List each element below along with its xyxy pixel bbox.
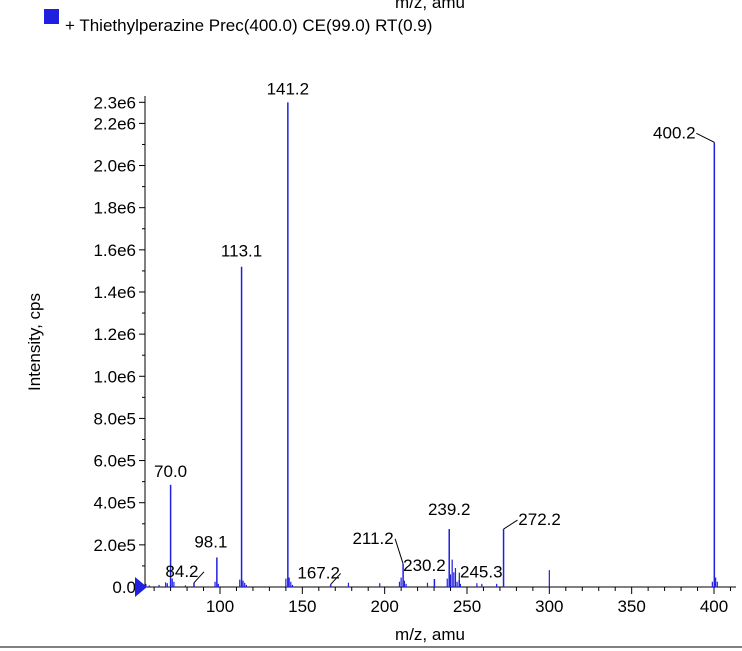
y-tick-label: 1.4e6 — [93, 283, 136, 302]
y-tick-label: 4.0e5 — [93, 494, 136, 513]
x-axis-title: m/z, amu — [395, 625, 465, 644]
x-tick-label: 300 — [535, 597, 563, 616]
peak-label: 98.1 — [194, 532, 227, 551]
peak-bars — [169, 102, 716, 587]
x-tick-label: 200 — [370, 597, 398, 616]
x-ticks: 100 150 200 250 300 350 400 — [153, 587, 731, 616]
peak-label: 167.2 — [297, 563, 340, 582]
peak-label: 272.2 — [518, 510, 561, 529]
peak-leader-line — [193, 571, 205, 584]
y-tick-label: 1.2e6 — [93, 325, 136, 344]
peak-label: 211.2 — [352, 529, 393, 548]
legend-label: + Thiethylperazine Prec(400.0) CE(99.0) … — [65, 16, 432, 35]
y-tick-label: 1.8e6 — [93, 199, 136, 218]
minor-peaks — [145, 559, 718, 587]
y-tick-label: 2.0e5 — [93, 536, 136, 555]
peak-label: 84.2 — [165, 562, 198, 581]
legend-swatch — [44, 9, 59, 24]
x-tick-label: 350 — [617, 597, 645, 616]
origin-marker-icon — [135, 577, 147, 597]
x-tick-label: 250 — [453, 597, 481, 616]
x-tick-label: 100 — [206, 597, 234, 616]
peak-label: 113.1 — [221, 242, 262, 261]
x-tick-label: 400 — [700, 597, 728, 616]
peak-leader-line — [394, 538, 404, 564]
y-tick-label: 0.0 — [112, 578, 136, 597]
peak-leader-line — [503, 519, 518, 530]
peak-label: 230.2 — [403, 556, 446, 575]
peak-leader-line — [696, 132, 715, 143]
peak-labels: 70.0 84.2 98.1 113.1 141.2 167.2 211.2 230.2 239… — [154, 79, 715, 585]
y-axis-title: Intensity, cps — [25, 293, 44, 391]
y-tick-label: 2.0e6 — [93, 157, 136, 176]
y-ticks: 0.0 2.0e5 4.0e5 6.0e5 8.0e5 1.0e6 1.2e6 1.4e6 1.… — [93, 93, 145, 597]
y-tick-label: 8.0e5 — [93, 409, 136, 428]
clipped-axis-title-top: m/z, amu — [395, 0, 465, 12]
y-tick-label: 2.3e6 — [93, 93, 136, 112]
y-tick-label: 1.0e6 — [93, 367, 136, 386]
y-tick-label: 2.2e6 — [93, 114, 136, 133]
peak-label: 245.3 — [460, 563, 503, 582]
peak-label: 400.2 — [653, 123, 696, 142]
y-tick-label: 1.6e6 — [93, 241, 136, 260]
x-tick-label: 150 — [288, 597, 316, 616]
peak-leader-line — [330, 573, 342, 585]
peak-label: 239.2 — [428, 500, 471, 519]
peak-label: 70.0 — [154, 462, 187, 481]
y-tick-label: 6.0e5 — [93, 452, 136, 471]
peak-label: 141.2 — [267, 79, 310, 98]
